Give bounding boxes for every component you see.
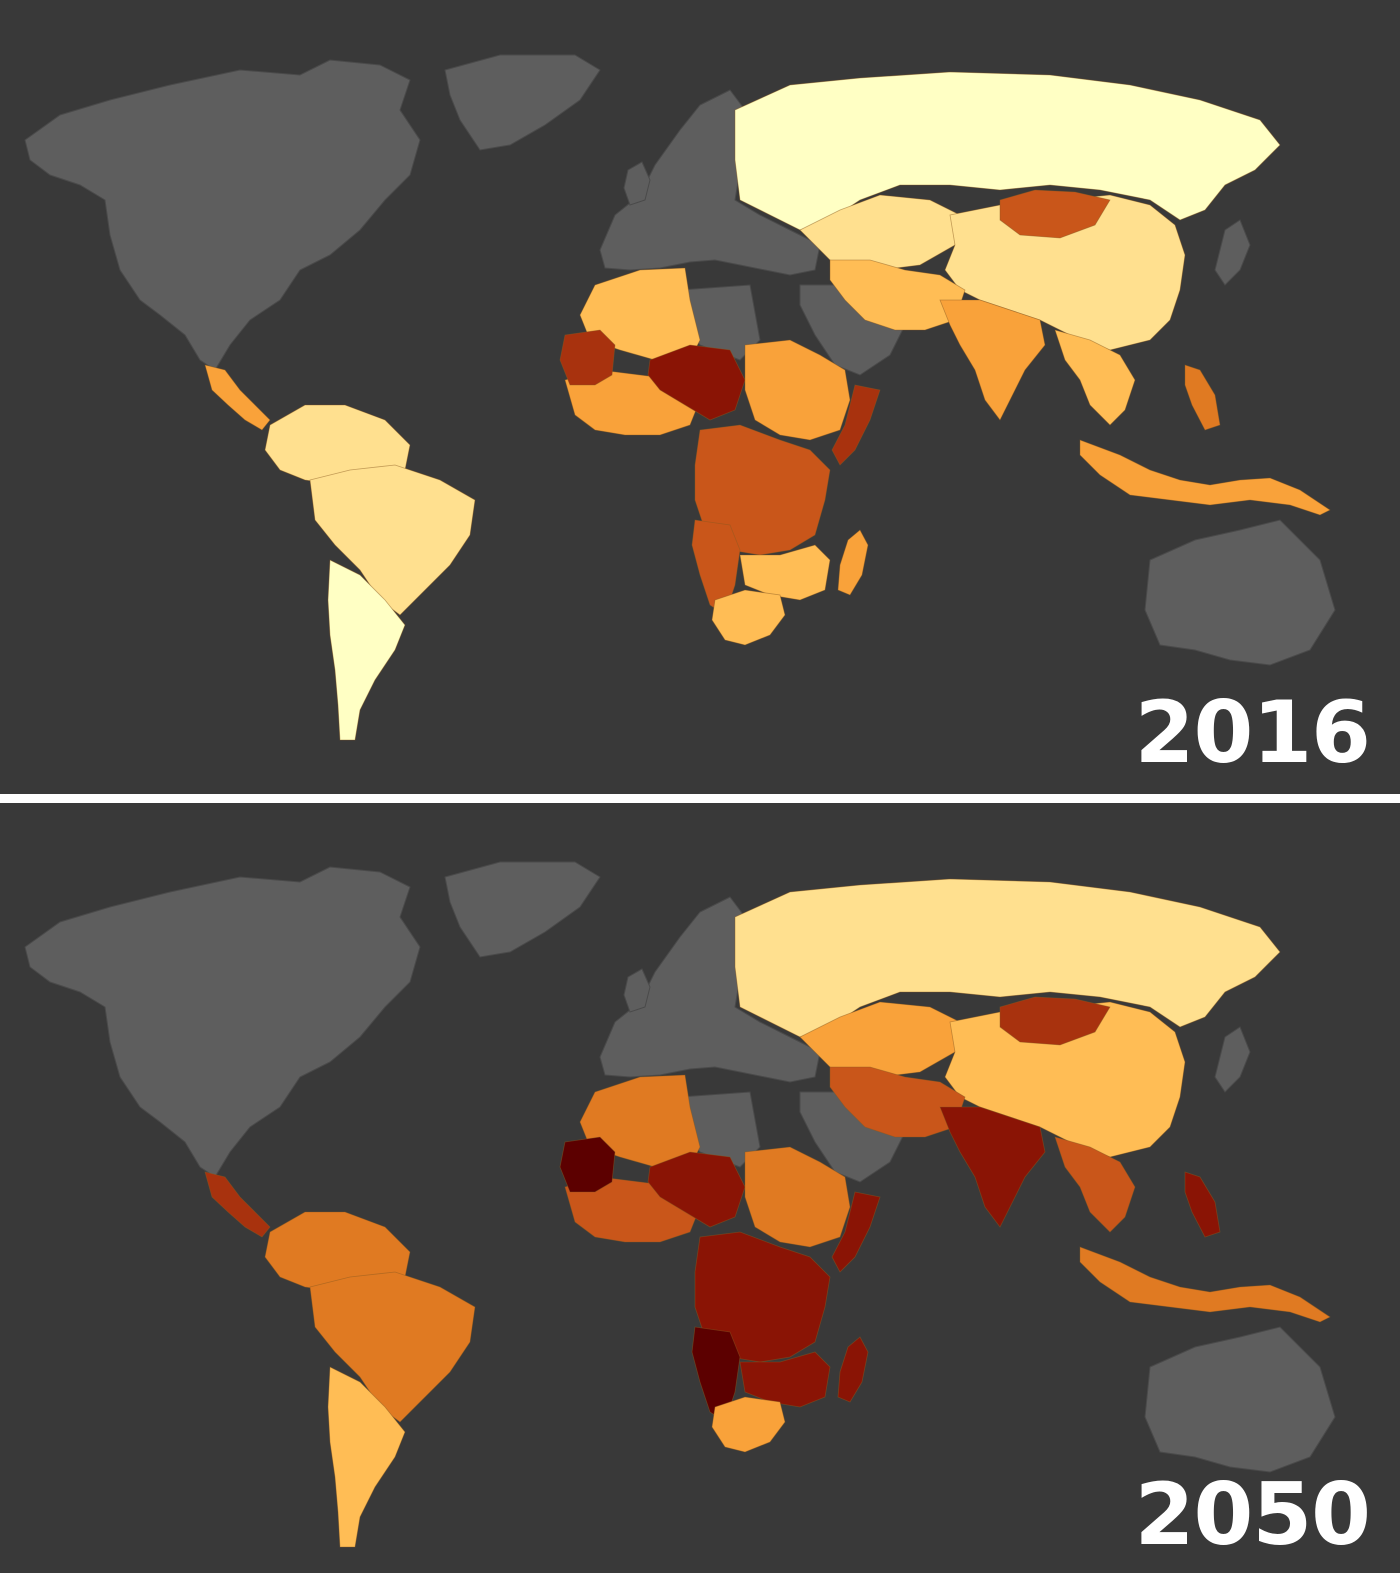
region-argentina bbox=[327, 559, 406, 741]
region-philippines bbox=[1184, 1171, 1221, 1238]
region-horn-somalia bbox=[831, 384, 881, 466]
region-sudan-ethiopia bbox=[744, 339, 851, 441]
landmass-uk bbox=[623, 161, 651, 206]
landmass-greenland bbox=[444, 54, 601, 151]
world-map-2016 bbox=[24, 54, 1336, 741]
region-brazil bbox=[309, 1271, 476, 1423]
region-iran-pakistan bbox=[829, 259, 966, 331]
region-philippines bbox=[1184, 364, 1221, 431]
region-indonesia bbox=[1079, 439, 1331, 516]
region-madagascar bbox=[837, 1336, 869, 1403]
region-south-africa bbox=[711, 1396, 786, 1453]
world-map-2050 bbox=[24, 861, 1336, 1548]
region-indonesia bbox=[1079, 1246, 1331, 1323]
region-central-africa bbox=[694, 1231, 831, 1363]
region-sahel-west bbox=[559, 329, 616, 386]
region-central-africa bbox=[694, 424, 831, 556]
landmass-japan bbox=[1214, 219, 1251, 286]
landmass-greenland bbox=[444, 861, 601, 958]
region-south-africa bbox=[711, 589, 786, 646]
landmass-north-america bbox=[24, 866, 421, 1178]
region-mongolia bbox=[999, 996, 1111, 1046]
region-mongolia bbox=[999, 189, 1111, 239]
region-niger-chad bbox=[647, 1151, 746, 1228]
region-india bbox=[939, 1106, 1046, 1228]
landmass-north-america bbox=[24, 59, 421, 371]
year-label-2016: 2016 bbox=[1134, 683, 1371, 783]
region-southeast-asia bbox=[1054, 329, 1136, 426]
landmass-australia bbox=[1144, 1326, 1336, 1473]
region-india bbox=[939, 299, 1046, 421]
region-southeast-asia bbox=[1054, 1136, 1136, 1233]
year-label-2050: 2050 bbox=[1134, 1465, 1371, 1565]
region-southern-africa bbox=[739, 544, 831, 601]
landmass-europe bbox=[599, 89, 821, 276]
region-madagascar bbox=[837, 529, 869, 596]
map-panel-2050: 2050 bbox=[0, 807, 1400, 1573]
region-sahel-west bbox=[559, 1136, 616, 1193]
region-argentina bbox=[327, 1366, 406, 1548]
region-sudan-ethiopia bbox=[744, 1146, 851, 1248]
divider-line bbox=[0, 794, 1400, 803]
landmass-europe bbox=[599, 896, 821, 1083]
landmass-uk bbox=[623, 968, 651, 1013]
region-brazil bbox=[309, 464, 476, 616]
landmass-japan bbox=[1214, 1026, 1251, 1093]
region-iran-pakistan bbox=[829, 1066, 966, 1138]
region-central-america bbox=[204, 1171, 271, 1238]
map-panel-2016: 2016 bbox=[24, 54, 1372, 783]
region-horn-somalia bbox=[831, 1191, 881, 1273]
region-niger-chad bbox=[647, 344, 746, 421]
region-central-america bbox=[204, 364, 271, 431]
region-southern-africa bbox=[739, 1351, 831, 1408]
panel-divider bbox=[0, 790, 1400, 807]
landmass-australia bbox=[1144, 519, 1336, 666]
